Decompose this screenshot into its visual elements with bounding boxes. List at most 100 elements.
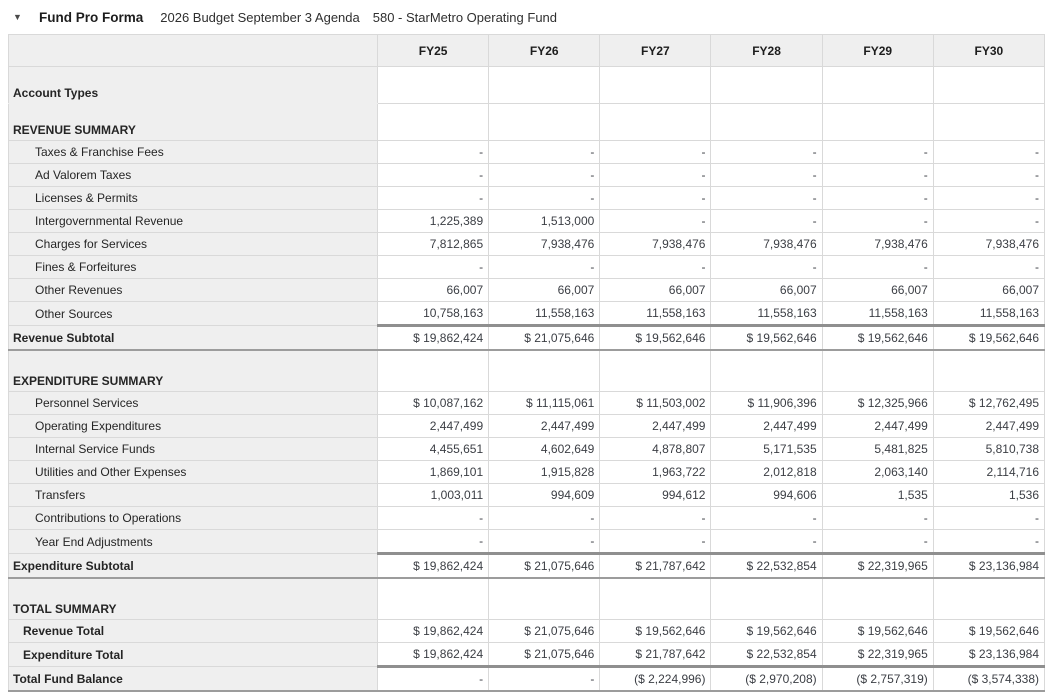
row-label: Intergovernmental Revenue (8, 209, 378, 233)
row-label: EXPENDITURE SUMMARY (8, 349, 378, 392)
value-cell: - (821, 140, 934, 164)
value-cell: 66,007 (710, 278, 823, 302)
value-cell: - (710, 163, 823, 187)
value-cell: ($ 2,970,208) (710, 665, 823, 692)
value-cell: 11,558,163 (821, 301, 934, 326)
table-row: Other Sources 10,758,163 11,558,163 11,558,… (8, 301, 1046, 326)
row-label: TOTAL SUMMARY (8, 577, 378, 620)
value-cell: 4,455,651 (376, 437, 490, 461)
value-cell: $ 19,562,646 (599, 619, 712, 643)
table-row: TOTAL SUMMARY (8, 577, 1046, 620)
value-cell: - (932, 209, 1046, 233)
value-cell: - (599, 209, 712, 233)
value-cell: 66,007 (932, 278, 1046, 302)
value-cell: - (376, 665, 490, 692)
value-cell: 1,225,389 (376, 209, 490, 233)
value-cell: $ 19,562,646 (710, 324, 823, 351)
column-header: FY25 (376, 34, 490, 67)
table-row: Contributions to Operations - - - - - - (8, 506, 1046, 530)
table-row: Ad Valorem Taxes - - - - - - (8, 163, 1046, 187)
table-row: EXPENDITURE SUMMARY (8, 349, 1046, 392)
value-cell: $ 19,562,646 (821, 324, 934, 351)
row-label: Other Sources (8, 301, 378, 326)
value-cell (599, 66, 712, 104)
value-cell: 7,938,476 (932, 232, 1046, 256)
value-cell: - (821, 255, 934, 279)
value-cell: - (932, 140, 1046, 164)
collapse-arrow-icon[interactable]: ▼ (13, 12, 22, 22)
value-cell: $ 19,562,646 (710, 619, 823, 643)
value-cell: - (821, 506, 934, 530)
value-cell: - (376, 163, 490, 187)
value-cell: 1,003,011 (376, 483, 490, 507)
value-cell (932, 66, 1046, 104)
table-row: Account Types (8, 66, 1046, 104)
value-cell: - (488, 140, 601, 164)
value-cell: - (710, 506, 823, 530)
value-cell: 2,012,818 (710, 460, 823, 484)
value-cell: 7,938,476 (821, 232, 934, 256)
value-cell: - (376, 186, 490, 210)
value-cell: - (932, 506, 1046, 530)
row-label: Taxes & Franchise Fees (8, 140, 378, 164)
row-label: Total Fund Balance (8, 666, 378, 692)
value-cell (710, 577, 823, 620)
value-cell: - (710, 209, 823, 233)
value-cell: - (488, 186, 601, 210)
value-cell: $ 19,862,424 (376, 619, 490, 643)
value-cell: 7,938,476 (710, 232, 823, 256)
value-cell (599, 577, 712, 620)
value-cell: $ 23,136,984 (932, 552, 1046, 579)
table-row: Intergovernmental Revenue 1,225,389 1,513,… (8, 209, 1046, 233)
value-cell: 7,938,476 (488, 232, 601, 256)
value-cell: $ 22,319,965 (821, 642, 934, 667)
value-cell (821, 103, 934, 141)
column-header: FY26 (488, 34, 601, 67)
value-cell: 1,536 (932, 483, 1046, 507)
table-row: Revenue Subtotal $ 19,862,424 $ 21,075,646… (8, 324, 1046, 351)
value-cell: $ 21,075,646 (488, 324, 601, 351)
value-cell: 7,812,865 (376, 232, 490, 256)
value-cell: $ 19,562,646 (599, 324, 712, 351)
row-label: Revenue Total (8, 619, 378, 643)
value-cell: - (488, 529, 601, 554)
value-cell: $ 21,787,642 (599, 642, 712, 667)
value-cell: $ 22,532,854 (710, 552, 823, 579)
value-cell: $ 22,532,854 (710, 642, 823, 667)
value-cell: $ 23,136,984 (932, 642, 1046, 667)
column-header: FY29 (821, 34, 934, 67)
value-cell (710, 349, 823, 392)
value-cell: - (821, 163, 934, 187)
fund-table-body: Account Types REVENUE SUMMARY Taxes & Fran… (8, 66, 1046, 692)
value-cell (821, 66, 934, 104)
column-header: FY30 (932, 34, 1046, 67)
value-cell: 2,063,140 (821, 460, 934, 484)
table-row: Charges for Services 7,812,865 7,938,476 7,… (8, 232, 1046, 256)
value-cell: $ 12,325,966 (821, 391, 934, 415)
value-cell: 11,558,163 (932, 301, 1046, 326)
value-cell (376, 349, 490, 392)
table-row: Personnel Services $ 10,087,162 $ 11,115,0… (8, 391, 1046, 415)
row-label: Personnel Services (8, 391, 378, 415)
row-label: Fines & Forfeitures (8, 255, 378, 279)
value-cell: - (932, 163, 1046, 187)
value-cell: 5,810,738 (932, 437, 1046, 461)
value-cell: - (932, 529, 1046, 554)
value-cell: - (710, 140, 823, 164)
value-cell: 994,606 (710, 483, 823, 507)
column-header: FY28 (710, 34, 823, 67)
value-cell: 66,007 (376, 278, 490, 302)
table-row: Expenditure Total $ 19,862,424 $ 21,075,64… (8, 642, 1046, 667)
value-cell: - (932, 186, 1046, 210)
row-label: Ad Valorem Taxes (8, 163, 378, 187)
value-cell: 2,447,499 (376, 414, 490, 438)
value-cell (710, 103, 823, 141)
value-cell (710, 66, 823, 104)
value-cell: 1,535 (821, 483, 934, 507)
fund-pro-forma-header: ▼ Fund Pro Forma 2026 Budget September 3… (0, 0, 1047, 34)
value-cell: ($ 2,224,996) (599, 665, 712, 692)
value-cell: $ 19,562,646 (932, 324, 1046, 351)
value-cell (599, 103, 712, 141)
value-cell: - (710, 186, 823, 210)
row-label: Account Types (8, 66, 378, 104)
